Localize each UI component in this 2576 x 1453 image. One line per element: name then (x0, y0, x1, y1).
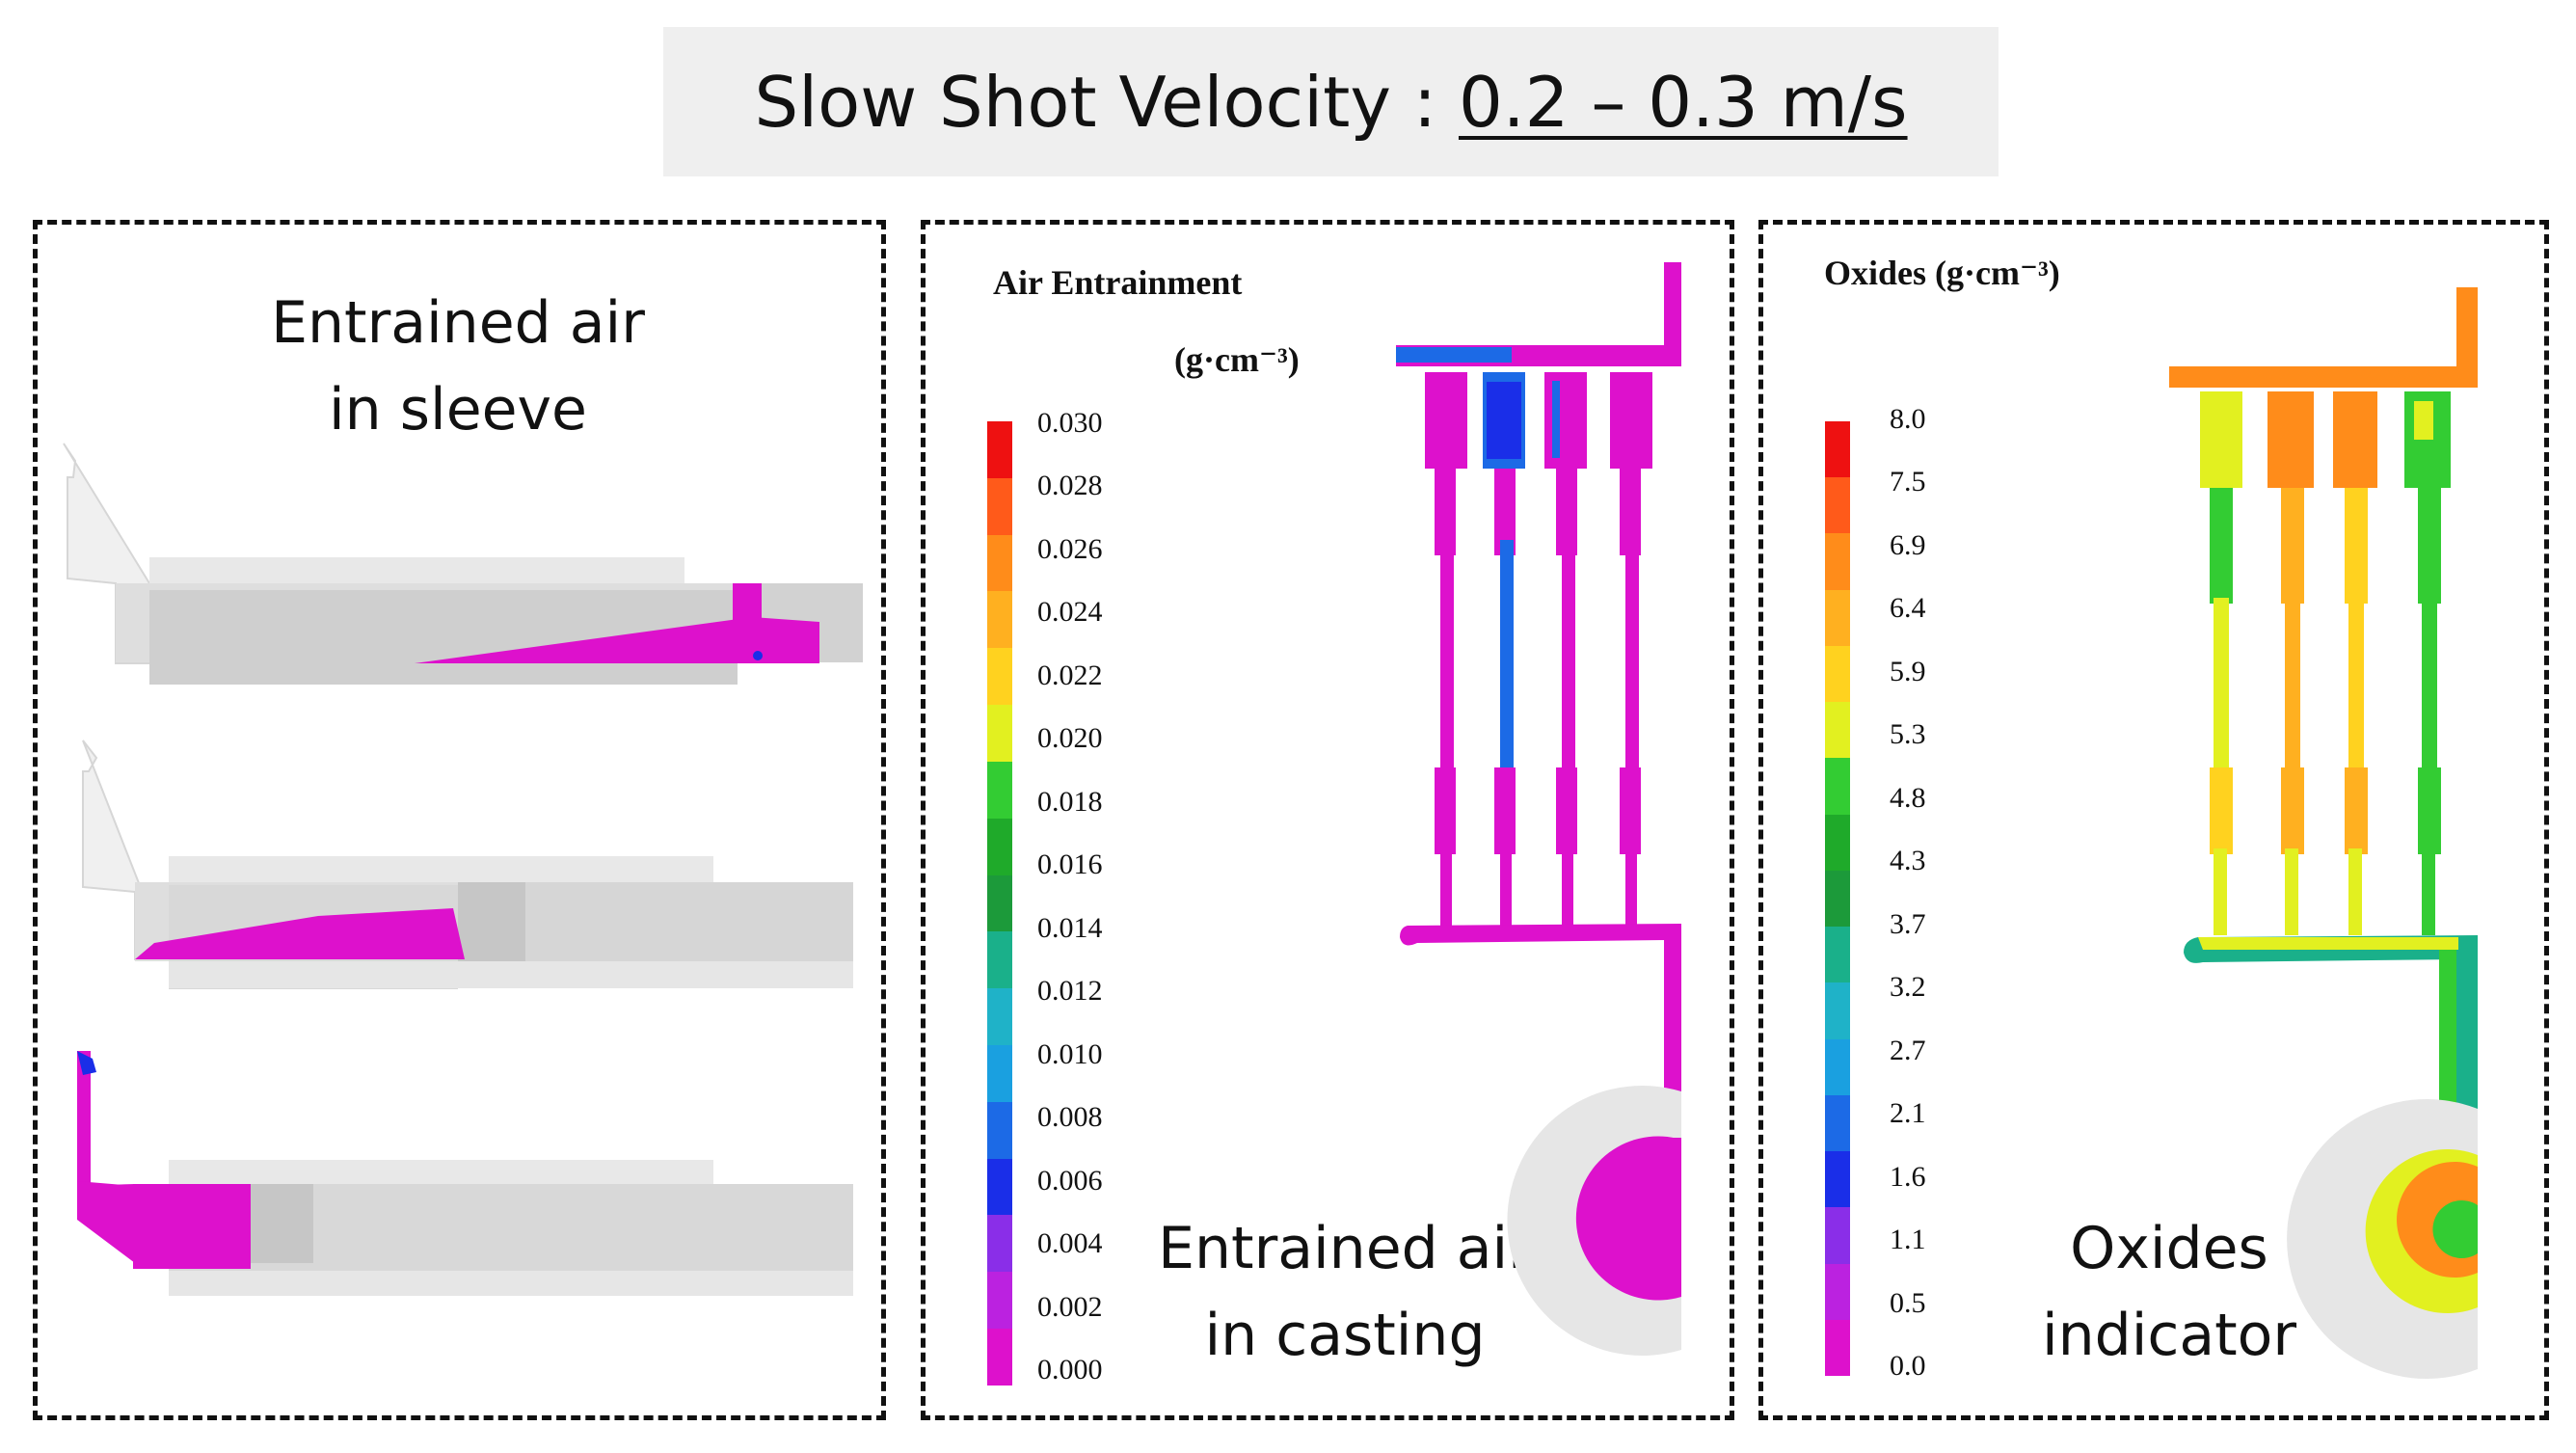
casting-caption-line2: in casting (1204, 1302, 1486, 1369)
scale-segment (987, 1044, 1012, 1102)
scale-segment (1825, 870, 1850, 928)
oxides-tick-label: 4.8 (1890, 781, 1926, 814)
scale-segment (1825, 814, 1850, 871)
sleeve-stage-2 (82, 740, 853, 989)
sleeve-caption-line1: Entrained air (271, 289, 645, 357)
air-tick-label: 0.020 (1037, 722, 1103, 755)
oxides-caption: Oxides indicator (1976, 1205, 2362, 1379)
oxides-tick-label: 2.7 (1890, 1034, 1926, 1066)
sleeve-stage-1 (63, 443, 863, 685)
oxides-tick-label: 1.1 (1890, 1224, 1926, 1256)
air-tick-label: 0.008 (1037, 1101, 1103, 1134)
scale-segment (987, 931, 1012, 989)
scale-segment (1825, 982, 1850, 1039)
air-tick-label: 0.016 (1037, 848, 1103, 881)
air-color-scale (987, 421, 1012, 1386)
air-tick-label: 0.004 (1037, 1227, 1103, 1260)
scale-segment (987, 534, 1012, 592)
sleeve-stage-3 (77, 1051, 853, 1296)
scale-segment (987, 1158, 1012, 1216)
scale-segment (1825, 758, 1850, 815)
air-tick-label: 0.000 (1037, 1354, 1103, 1386)
oxides-tick-label: 3.2 (1890, 971, 1926, 1004)
oxides-tick-label: 6.4 (1890, 592, 1926, 625)
casting-caption: Entrained air in casting (1128, 1205, 1562, 1379)
scale-segment (1825, 1207, 1850, 1264)
scale-segment (1825, 477, 1850, 534)
scale-segment (987, 1272, 1012, 1329)
air-tick-label: 0.022 (1037, 659, 1103, 691)
oxides-tick-label: 6.9 (1890, 528, 1926, 561)
casting-oxides-part (2169, 287, 2478, 1379)
scale-segment (987, 988, 1012, 1045)
scale-segment (1825, 702, 1850, 759)
scale-segment (987, 761, 1012, 819)
title-velocity-value: 0.2 – 0.3 m/s (1458, 61, 1908, 143)
oxides-tick-label: 0.0 (1890, 1350, 1926, 1382)
oxides-tick-label: 5.9 (1890, 655, 1926, 687)
air-tick-label: 0.002 (1037, 1290, 1103, 1323)
scale-segment (1825, 533, 1850, 590)
scale-segment (1825, 1038, 1850, 1095)
oxides-tick-label: 3.7 (1890, 907, 1926, 940)
oxides-legend-title: Oxides (g·cm⁻³) (1824, 254, 2060, 292)
scale-segment (1825, 1094, 1850, 1152)
scale-segment (1825, 1263, 1850, 1320)
air-tick-label: 0.010 (1037, 1037, 1103, 1070)
scale-segment (987, 874, 1012, 932)
scale-segment (987, 818, 1012, 875)
oxides-caption-line2: indicator (2041, 1302, 2297, 1369)
scale-segment (1825, 645, 1850, 703)
scale-segment (987, 1215, 1012, 1273)
scale-segment (1825, 1151, 1850, 1208)
sleeve-caption: Entrained air in sleeve (193, 280, 723, 453)
air-tick-label: 0.018 (1037, 785, 1103, 818)
scale-segment (987, 591, 1012, 649)
oxides-tick-label: 0.5 (1890, 1286, 1926, 1319)
scale-segment (987, 421, 1012, 478)
scale-segment (987, 1101, 1012, 1159)
casting-caption-line1: Entrained air (1158, 1215, 1532, 1282)
air-tick-label: 0.012 (1037, 975, 1103, 1008)
oxides-tick-label: 5.3 (1890, 718, 1926, 751)
oxides-color-scale (1825, 421, 1850, 1376)
air-tick-label: 0.006 (1037, 1164, 1103, 1197)
oxides-tick-label: 7.5 (1890, 466, 1926, 498)
oxides-tick-label: 8.0 (1890, 403, 1926, 435)
oxides-panel (1758, 220, 2549, 1420)
scale-segment (1825, 589, 1850, 646)
air-tick-label: 0.014 (1037, 911, 1103, 944)
casting-panel (921, 220, 1734, 1420)
oxides-caption-line1: Oxides (2070, 1215, 2268, 1282)
air-legend-title: Air Entrainment (993, 263, 1243, 302)
air-tick-label: 0.030 (1037, 407, 1103, 439)
air-legend-unit: (g·cm⁻³) (1174, 340, 1300, 379)
scale-segment (987, 477, 1012, 535)
scale-segment (1825, 1319, 1850, 1376)
title-box: Slow Shot Velocity : 0.2 – 0.3 m/s (663, 27, 1999, 176)
scale-segment (987, 648, 1012, 706)
sleeve-panel (33, 220, 886, 1420)
scale-segment (987, 1329, 1012, 1386)
scale-segment (987, 705, 1012, 762)
oxides-tick-label: 2.1 (1890, 1097, 1926, 1130)
air-tick-label: 0.026 (1037, 532, 1103, 565)
casting-air-part (1396, 262, 1681, 1356)
oxides-tick-label: 4.3 (1890, 845, 1926, 877)
oxides-tick-label: 1.6 (1890, 1160, 1926, 1193)
air-tick-label: 0.024 (1037, 596, 1103, 629)
sleeve-caption-line2: in sleeve (329, 376, 587, 444)
title-prefix: Slow Shot Velocity : (754, 61, 1459, 143)
scale-segment (1825, 927, 1850, 983)
scale-segment (1825, 421, 1850, 478)
air-tick-label: 0.028 (1037, 470, 1103, 502)
title: Slow Shot Velocity : 0.2 – 0.3 m/s (754, 62, 1907, 143)
